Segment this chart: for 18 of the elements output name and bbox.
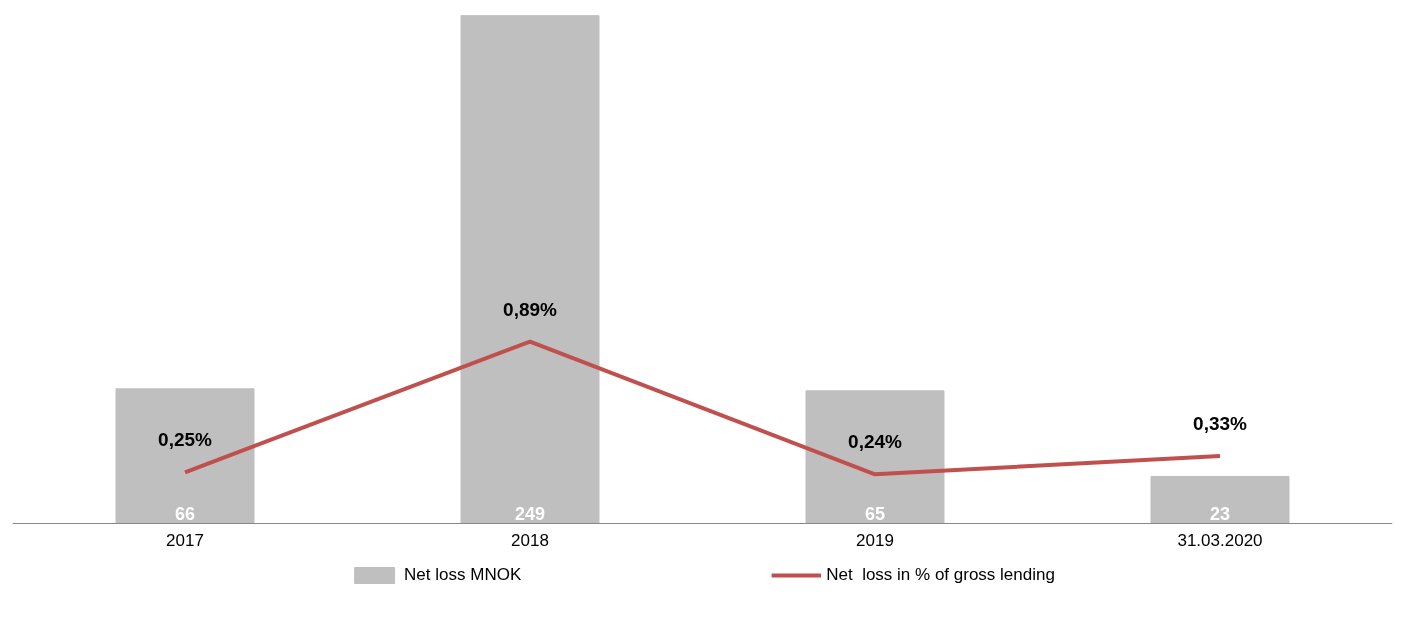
data-label: 65 <box>864 504 886 525</box>
bar <box>115 388 255 524</box>
data-label: 0,25% <box>158 429 213 451</box>
data-label: 0,24% <box>848 431 903 453</box>
bar <box>1150 475 1290 524</box>
x-tick-label: 2019 <box>856 531 894 551</box>
x-tick-label: 31.03.2020 <box>1177 531 1263 551</box>
bar <box>805 390 945 524</box>
legend-label: Net loss in % of gross lending <box>826 565 1055 585</box>
x-tick-label: 2017 <box>166 531 204 551</box>
data-label: 0,33% <box>1193 412 1248 434</box>
data-label: 23 <box>1209 504 1231 525</box>
bar <box>460 15 600 524</box>
legend-label: Net loss MNOK <box>404 565 522 585</box>
data-label: 66 <box>174 504 196 525</box>
data-label: 0,89% <box>503 298 558 320</box>
x-tick-label: 2018 <box>511 531 549 551</box>
data-label: 249 <box>514 504 546 525</box>
